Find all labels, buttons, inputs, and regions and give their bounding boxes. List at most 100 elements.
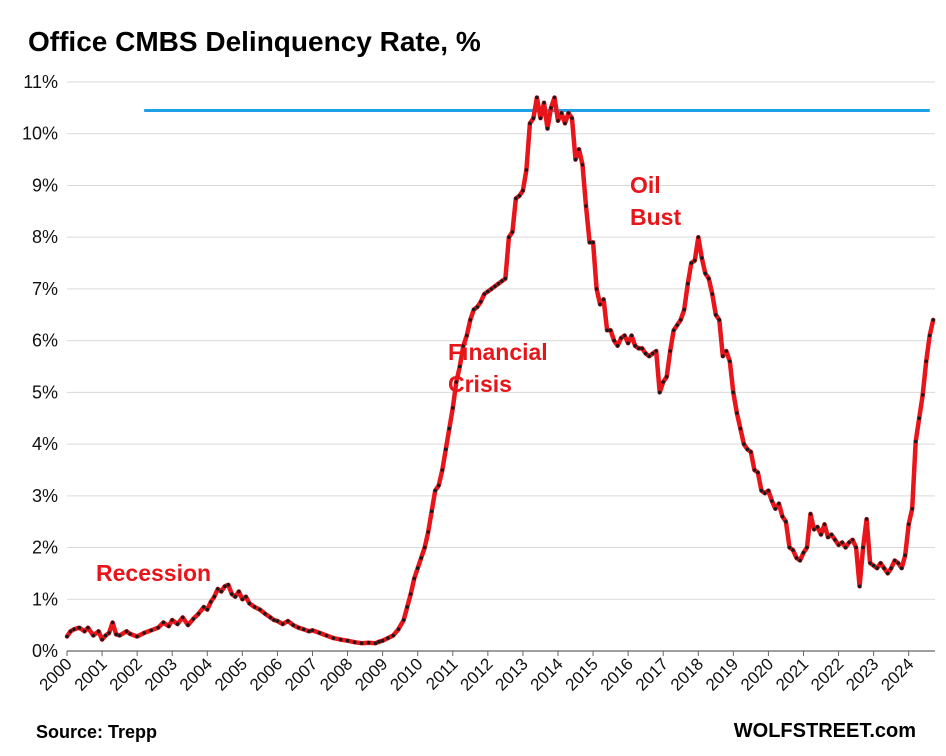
data-point <box>507 235 511 239</box>
data-point <box>286 619 290 623</box>
y-tick-label: 6% <box>32 331 58 351</box>
data-point <box>605 328 609 333</box>
data-point <box>263 612 267 616</box>
data-point <box>373 641 378 645</box>
data-point <box>871 563 876 568</box>
data-point <box>68 629 73 634</box>
data-point <box>892 558 897 563</box>
data-point <box>433 488 438 493</box>
data-point <box>275 619 280 623</box>
data-point <box>857 584 862 589</box>
data-point <box>396 627 401 632</box>
data-point <box>307 629 311 634</box>
source-note: Source: Trepp <box>36 722 158 742</box>
data-point <box>647 354 651 359</box>
x-tick-label: 2013 <box>492 654 532 694</box>
data-point <box>756 470 760 475</box>
x-tick-label: 2015 <box>562 654 602 694</box>
data-point <box>479 300 483 304</box>
data-point <box>920 393 925 397</box>
y-tick-labels: 0% 1% 2% 3% 4% 5% 6% 7% 8% 9% 10% 11% <box>22 72 58 661</box>
data-point <box>563 121 567 126</box>
data-point <box>686 281 690 286</box>
data-point <box>836 543 841 547</box>
data-point <box>380 638 385 643</box>
data-point <box>440 468 445 472</box>
y-tick-label: 11% <box>23 72 58 92</box>
data-point <box>759 488 764 493</box>
data-point <box>861 545 865 550</box>
data-point <box>770 499 774 503</box>
data-point <box>496 281 501 286</box>
data-point <box>272 618 276 622</box>
data-point <box>216 587 220 591</box>
series-markers <box>65 95 935 645</box>
data-point <box>780 514 785 519</box>
data-point <box>570 116 574 120</box>
data-point <box>696 235 701 239</box>
x-tick-label: 2004 <box>176 654 216 694</box>
data-point <box>366 640 371 645</box>
data-point <box>633 344 637 348</box>
data-point <box>230 592 234 596</box>
data-point <box>850 538 855 542</box>
data-point <box>352 640 357 644</box>
data-point <box>675 323 679 327</box>
data-point <box>237 589 241 594</box>
data-point <box>689 261 694 265</box>
x-tick-label: 2020 <box>737 654 777 694</box>
data-point <box>458 364 462 369</box>
data-point <box>412 576 417 581</box>
data-point <box>643 351 648 356</box>
y-tick-label: 10% <box>22 124 58 144</box>
y-tick-label: 8% <box>32 227 58 247</box>
annotation-oil-bust: Oil Bust <box>630 169 681 233</box>
data-point <box>538 116 543 120</box>
data-point <box>186 623 190 627</box>
data-point <box>503 276 508 281</box>
data-point <box>205 607 210 612</box>
data-point <box>903 553 907 558</box>
data-point <box>906 522 911 527</box>
x-tick-labels: 2000200120022003200420052006200720082009… <box>36 651 918 695</box>
data-point <box>773 507 778 511</box>
y-tick-label: 3% <box>32 486 58 506</box>
data-point <box>843 545 848 550</box>
data-point <box>377 639 381 644</box>
data-point <box>454 380 459 384</box>
data-point <box>598 302 602 307</box>
data-point <box>223 584 227 589</box>
x-tick-label: 2014 <box>527 654 567 694</box>
data-point <box>693 258 697 263</box>
data-point <box>591 240 595 245</box>
x-tick-label: 2022 <box>807 654 847 694</box>
y-tick-label: 7% <box>32 279 58 299</box>
data-point <box>724 349 729 353</box>
data-point <box>114 632 118 637</box>
data-point <box>899 566 904 570</box>
data-point <box>135 634 139 639</box>
data-point <box>913 439 918 444</box>
data-point <box>700 256 704 260</box>
data-point <box>819 532 823 537</box>
data-point <box>552 95 557 100</box>
data-point <box>419 556 424 560</box>
data-point <box>671 328 676 333</box>
data-point <box>212 594 217 599</box>
data-point <box>559 111 564 115</box>
data-point <box>82 629 87 634</box>
data-point <box>175 622 180 626</box>
data-point <box>401 618 406 622</box>
data-point <box>517 194 522 198</box>
data-point <box>219 589 224 594</box>
data-point <box>110 620 115 625</box>
data-point <box>549 106 553 110</box>
x-tick-label: 2006 <box>246 654 286 694</box>
data-point <box>784 519 788 524</box>
data-point <box>927 333 932 338</box>
x-tick-label: 2007 <box>281 654 321 694</box>
data-point <box>556 119 560 123</box>
data-point <box>465 333 469 338</box>
data-point <box>763 491 767 496</box>
data-point <box>678 318 683 322</box>
